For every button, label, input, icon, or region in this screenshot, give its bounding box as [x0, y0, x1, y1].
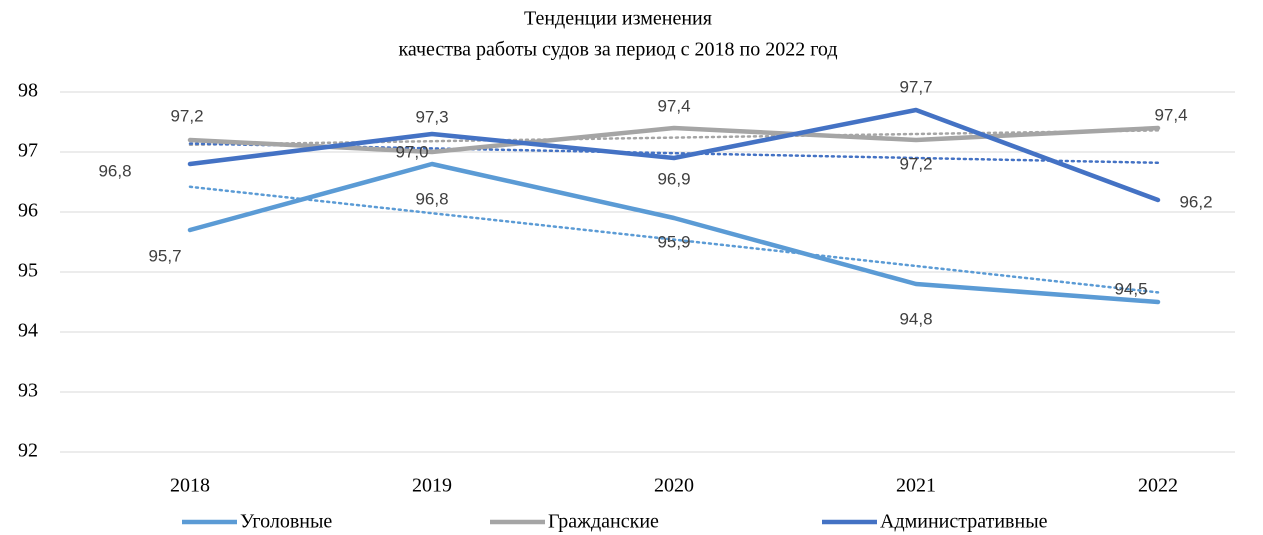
y-tick-label: 95	[18, 260, 38, 282]
x-tick-label: 2021	[896, 475, 936, 497]
trend-line	[188, 129, 1160, 147]
x-tick-label: 2019	[412, 475, 452, 497]
data-label: 97,4	[657, 96, 690, 115]
data-label: 97,4	[1154, 105, 1187, 124]
y-tick-label: 93	[18, 380, 38, 402]
x-tick-label: 2022	[1138, 475, 1178, 497]
chart-title: Тенденции изменения	[524, 8, 712, 30]
data-label: 97,7	[899, 77, 932, 96]
data-label: 96,9	[657, 169, 690, 188]
data-label: 96,8	[415, 189, 448, 208]
data-label: 95,7	[148, 246, 181, 265]
x-tick-label: 2020	[654, 475, 694, 497]
y-tick-label: 94	[18, 320, 38, 342]
data-label: 97,3	[415, 107, 448, 126]
y-tick-label: 92	[18, 440, 38, 462]
legend-label: Гражданские	[548, 511, 659, 533]
y-tick-label: 97	[18, 140, 38, 162]
data-label: 96,8	[98, 161, 131, 180]
data-label: 94,5	[1114, 279, 1147, 298]
data-label: 97,2	[170, 106, 203, 125]
legend-label: Уголовные	[240, 511, 332, 533]
y-tick-label: 98	[18, 80, 38, 102]
legend-label: Административные	[880, 511, 1048, 533]
trend-line	[188, 185, 1160, 294]
data-label: 94,8	[899, 309, 932, 328]
series-line	[187, 107, 1161, 203]
y-tick-label: 96	[18, 200, 38, 222]
chart-title: качества работы судов за период с 2018 п…	[398, 39, 837, 61]
data-label: 95,9	[657, 232, 690, 251]
x-tick-label: 2018	[170, 475, 210, 497]
series-line	[187, 125, 1161, 155]
data-label: 97,2	[899, 154, 932, 173]
data-label: 97,0	[395, 142, 428, 161]
series-line	[187, 161, 1161, 305]
data-label: 96,2	[1179, 192, 1212, 211]
